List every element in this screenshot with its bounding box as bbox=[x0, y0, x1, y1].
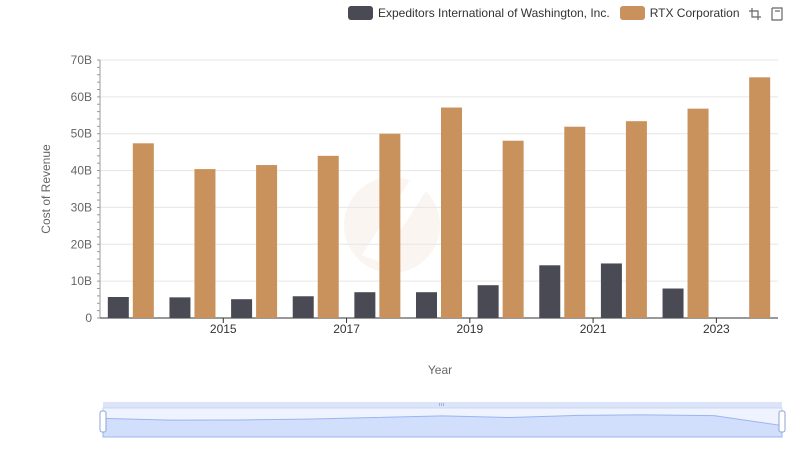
datazoom-handle-right[interactable] bbox=[778, 410, 786, 433]
x-tick-label: 2023 bbox=[703, 322, 730, 336]
legend-item-rtx[interactable]: RTX Corporation bbox=[619, 6, 740, 20]
bar-rtx-2015[interactable] bbox=[194, 169, 216, 318]
bars bbox=[107, 77, 771, 318]
bar-rtx-2024[interactable] bbox=[749, 77, 771, 318]
legend-label-expeditors: Expeditors International of Washington, … bbox=[378, 6, 610, 20]
zoom-icon[interactable] bbox=[747, 6, 763, 22]
bar-expeditors-2020[interactable] bbox=[477, 285, 499, 318]
legend-item-expeditors[interactable]: Expeditors International of Washington, … bbox=[348, 6, 610, 20]
bar-rtx-2021[interactable] bbox=[564, 126, 586, 318]
bar-expeditors-2015[interactable] bbox=[169, 297, 191, 318]
legend-swatch-expeditors bbox=[348, 6, 373, 20]
bar-rtx-2018[interactable] bbox=[379, 133, 401, 318]
y-tick-label: 50B bbox=[71, 127, 92, 141]
restore-icon[interactable] bbox=[769, 6, 785, 22]
bar-rtx-2017[interactable] bbox=[317, 155, 339, 318]
datazoom-grip[interactable] bbox=[443, 403, 444, 406]
chart-toolbox bbox=[747, 6, 791, 22]
x-tick-label: 2017 bbox=[333, 322, 360, 336]
x-tick-label: 2021 bbox=[580, 322, 607, 336]
y-tick-label: 0 bbox=[85, 311, 92, 325]
x-tick-label: 2019 bbox=[456, 322, 483, 336]
bar-expeditors-2016[interactable] bbox=[231, 299, 253, 318]
x-tick-label: 2015 bbox=[210, 322, 237, 336]
bar-expeditors-2023[interactable] bbox=[662, 288, 684, 318]
bar-expeditors-2018[interactable] bbox=[354, 292, 376, 318]
bar-rtx-2014[interactable] bbox=[132, 143, 154, 318]
y-tick-label: 20B bbox=[71, 237, 92, 251]
bar-rtx-2016[interactable] bbox=[256, 165, 278, 318]
bar-expeditors-2014[interactable] bbox=[107, 296, 129, 318]
x-axis-title: Year bbox=[428, 363, 452, 377]
y-tick-label: 40B bbox=[71, 164, 92, 178]
bar-expeditors-2019[interactable] bbox=[416, 292, 437, 318]
datazoom-handle-left[interactable] bbox=[99, 410, 107, 433]
datazoom-slider[interactable] bbox=[99, 402, 786, 438]
datazoom-grip[interactable] bbox=[439, 403, 440, 406]
datazoom-preview-area bbox=[102, 414, 783, 438]
legend-swatch-rtx bbox=[619, 6, 645, 20]
y-tick-label: 30B bbox=[71, 200, 92, 214]
y-tick-label: 60B bbox=[71, 90, 92, 104]
bar-rtx-2023[interactable] bbox=[687, 108, 709, 318]
bar-expeditors-2017[interactable] bbox=[292, 296, 314, 318]
chart-legend: Expeditors International of Washington, … bbox=[348, 4, 750, 22]
y-tick-label: 10B bbox=[71, 274, 92, 288]
bar-expeditors-2022[interactable] bbox=[600, 263, 622, 318]
bar-rtx-2020[interactable] bbox=[502, 140, 524, 318]
bar-expeditors-2021[interactable] bbox=[539, 265, 561, 318]
legend-label-rtx: RTX Corporation bbox=[649, 6, 740, 20]
y-axis-title: Cost of Revenue bbox=[39, 144, 53, 234]
bar-rtx-2022[interactable] bbox=[625, 121, 647, 318]
y-tick-label: 70B bbox=[71, 53, 92, 67]
bar-rtx-2019[interactable] bbox=[441, 107, 462, 318]
datazoom-top-bar[interactable] bbox=[103, 402, 782, 408]
datazoom-grip[interactable] bbox=[441, 403, 442, 406]
